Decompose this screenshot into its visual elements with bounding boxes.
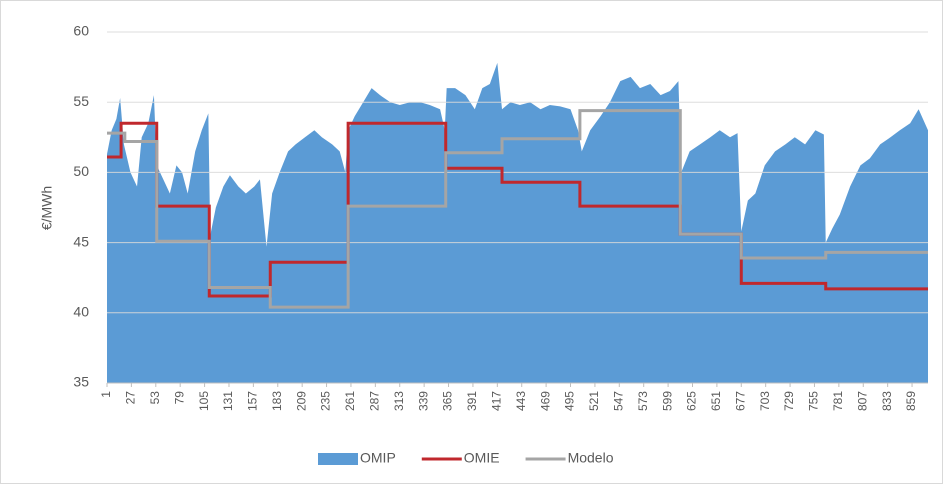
x-tick-label: 287 (368, 391, 382, 411)
x-tick-label: 209 (294, 391, 308, 411)
legend-swatch (318, 453, 358, 465)
line (107, 109, 928, 309)
x-tick-label: 703 (758, 391, 772, 411)
y-tick-label: 45 (73, 233, 89, 249)
x-tick-label: 495 (563, 391, 577, 411)
legend-label: Modelo (568, 450, 614, 466)
x-tick-label: 443 (514, 391, 528, 411)
y-tick-label: 40 (73, 304, 89, 320)
x-tick-label: 625 (685, 391, 699, 411)
x-tick-label: 391 (465, 391, 479, 411)
x-tick-label: 157 (246, 391, 260, 411)
x-tick-label: 313 (392, 391, 406, 411)
x-tick-label: 781 (831, 391, 845, 411)
x-tick-label: 521 (587, 391, 601, 411)
x-tick-label: 79 (172, 391, 186, 405)
x-tick-label: 729 (782, 391, 796, 411)
x-tick-label: 131 (221, 391, 235, 411)
x-tick-label: 755 (807, 391, 821, 411)
x-tick-label: 599 (660, 391, 674, 411)
x-tick-label: 53 (148, 391, 162, 405)
x-tick-label: 573 (636, 391, 650, 411)
x-tick-label: 651 (709, 391, 723, 411)
x-tick-label: 27 (124, 391, 138, 405)
x-tick-label: 833 (880, 391, 894, 411)
x-tick-label: 807 (855, 391, 869, 411)
x-tick-label: 365 (441, 391, 455, 411)
x-tick-label: 1 (99, 391, 113, 398)
y-axis-label: €/MWh (39, 186, 55, 230)
legend-label: OMIP (360, 450, 396, 466)
x-tick-label: 677 (733, 391, 747, 411)
area (107, 62, 928, 383)
x-tick-label: 547 (611, 391, 625, 411)
y-tick-label: 35 (73, 374, 89, 390)
legend-label: OMIE (464, 450, 500, 466)
x-tick-label: 339 (416, 391, 430, 411)
y-tick-label: 60 (73, 23, 89, 39)
x-tick-label: 183 (270, 391, 284, 411)
x-tick-label: 859 (904, 391, 918, 411)
x-tick-label: 417 (489, 391, 503, 411)
x-tick-label: 469 (538, 391, 552, 411)
x-tick-label: 261 (343, 391, 357, 411)
y-tick-label: 55 (73, 93, 89, 109)
x-tick-label: 105 (197, 391, 211, 411)
y-tick-label: 50 (73, 163, 89, 179)
x-tick-label: 235 (319, 391, 333, 411)
